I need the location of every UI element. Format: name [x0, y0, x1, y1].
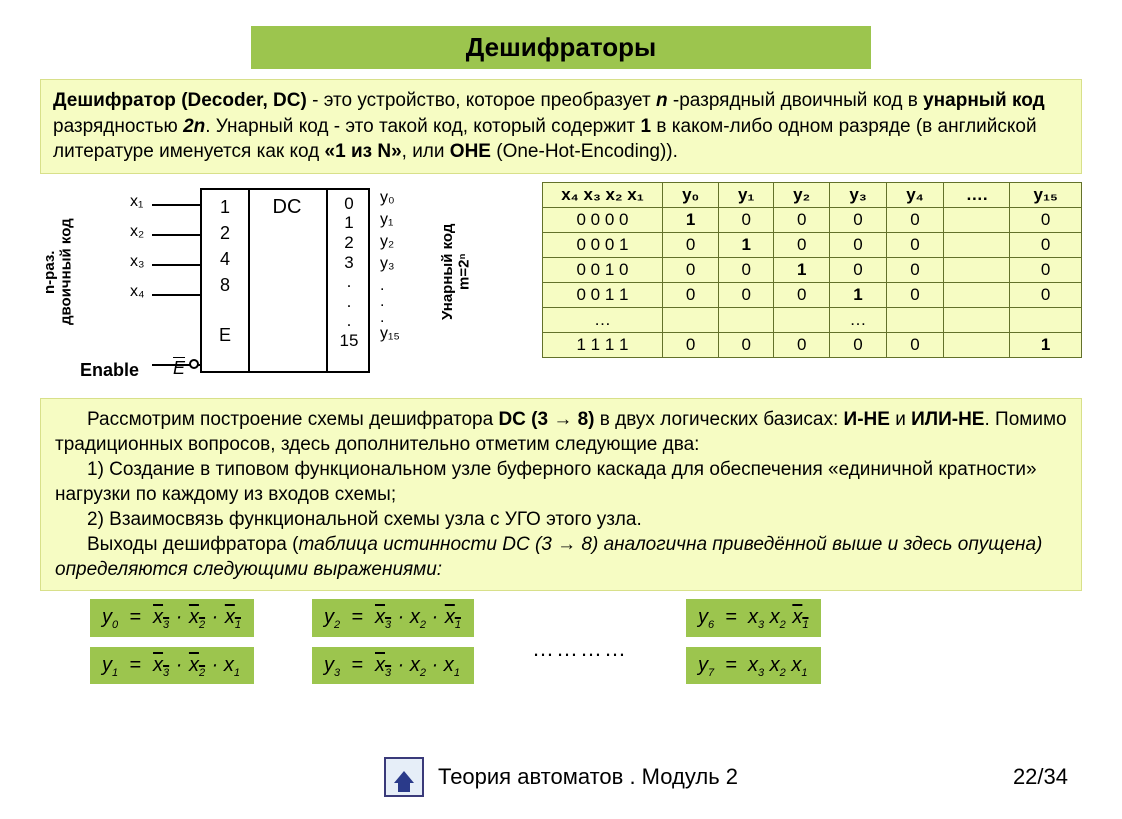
table-row: 1 1 1 1000001	[543, 332, 1082, 357]
pin-x4: x₄	[130, 284, 145, 314]
eq-y6: y6 = x3 x2 x1	[686, 599, 822, 636]
wire	[152, 234, 200, 236]
pin-y1: y₁	[380, 212, 400, 234]
home-button[interactable]	[384, 757, 424, 797]
input-code-label: n-раз. двоичный код	[42, 212, 75, 332]
e-bar: E	[172, 358, 186, 379]
x-pins: x₁ x₂ x₃ x₄	[130, 194, 145, 314]
pin-x2: x₂	[130, 224, 145, 254]
equation-dots: …………	[532, 622, 628, 662]
table-row: 0 0 0 1010000	[543, 232, 1082, 257]
explanation-text: Рассмотрим построение схемы дешифратора …	[40, 398, 1082, 592]
pin-y0: y₀	[380, 190, 400, 212]
dc-block: 1 2 4 8 E DC 0 1 2 3 . . . 15	[200, 188, 370, 373]
wire	[152, 294, 200, 296]
table-row: ……	[543, 307, 1082, 332]
footer: Теория автоматов . Модуль 2 22/34	[0, 757, 1122, 797]
y-pins: y₀ y₁ y₂ y₃ . . . y₁₅	[380, 190, 400, 348]
pin-x1: x₁	[130, 194, 145, 224]
pin-y3: y₃	[380, 256, 400, 278]
tt-header-x: x₄ x₃ x₂ x₁	[543, 182, 663, 207]
wire	[152, 264, 200, 266]
table-row: 0 0 0 0100000	[543, 207, 1082, 232]
home-icon	[394, 771, 414, 783]
table-row: 0 0 1 1000100	[543, 282, 1082, 307]
page-title: Дешифраторы	[251, 26, 871, 69]
pin-x3: x₃	[130, 254, 145, 284]
truth-table: x₄ x₃ x₂ x₁ y₀ y₁ y₂ y₃ y₄ …. y₁₅ 0 0 0 …	[542, 182, 1082, 392]
eq-y1: y1 = x3 · x2 · x1	[90, 647, 254, 684]
table-row: 0 0 1 0001000	[543, 257, 1082, 282]
dc-right-pins: 0 1 2 3 . . . 15	[328, 194, 370, 350]
inverter-bubble	[189, 359, 199, 369]
decoder-diagram: n-раз. двоичный код x₁ x₂ x₃ x₄ 1 2 4	[40, 182, 520, 392]
pin-y2: y₂	[380, 234, 400, 256]
module-label: Теория автоматов . Модуль 2	[438, 764, 738, 790]
equations-row: y0 = x3 · x2 · x1 y1 = x3 · x2 · x1 y2 =…	[90, 599, 1032, 683]
output-code-label: Унарный код m=2ⁿ	[440, 212, 473, 332]
page-number: 22/34	[1013, 764, 1068, 790]
dc-left-pins: 1 2 4 8 E	[202, 194, 248, 348]
eq-y2: y2 = x3 · x2 · x1	[312, 599, 474, 636]
eq-y0: y0 = x3 · x2 · x1	[90, 599, 254, 636]
wire	[152, 204, 200, 206]
dc-label: DC	[252, 196, 322, 219]
eq-y3: y3 = x3 · x2 · x1	[312, 647, 474, 684]
eq-y7: y7 = x3 x2 x1	[686, 647, 822, 684]
definition-text: Дешифратор (Decoder, DC) - это устройств…	[40, 79, 1082, 174]
enable-label: Enable	[80, 360, 139, 381]
pin-y15: y₁₅	[380, 326, 400, 348]
